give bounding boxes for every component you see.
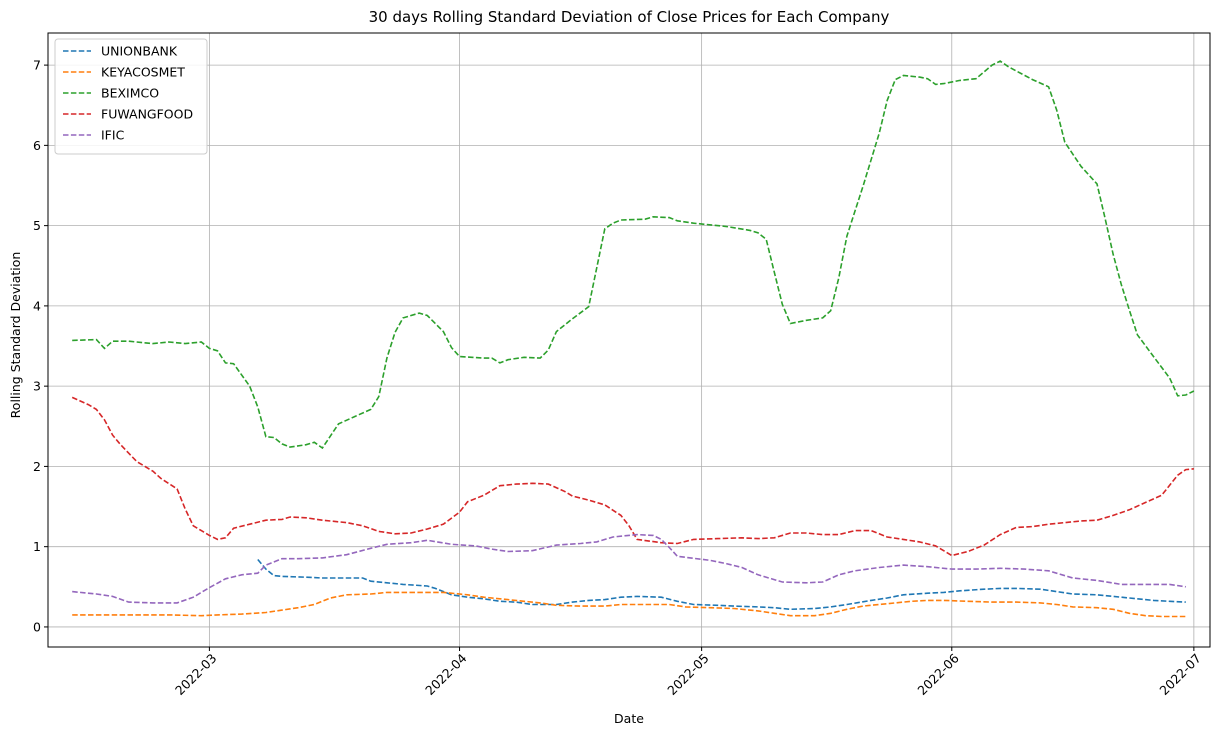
x-axis-label: Date [614, 711, 644, 726]
y-axis-ticks: 0 1 2 3 4 5 6 7 [33, 58, 48, 634]
y-tick-label: 2 [33, 459, 41, 474]
series-line-keyacosmet [72, 591, 1186, 618]
legend-frame [54, 38, 208, 155]
legend-entry: UNIONBANK [101, 44, 178, 59]
y-tick-label: 4 [33, 298, 41, 313]
grid-lines [48, 33, 1210, 647]
y-tick-label: 0 [33, 619, 41, 634]
legend: UNIONBANK KEYACOSMET BEXIMCO FUWANGFOOD IFIC [54, 38, 208, 155]
y-tick-label: 3 [33, 379, 41, 394]
chart-title: 30 days Rolling Standard Deviation of Cl… [369, 8, 890, 26]
series-line-ific [72, 533, 1186, 604]
legend-entry: IFIC [101, 128, 125, 143]
x-tick-label: 2022-05 [664, 651, 712, 699]
series-line-fuwangfood [71, 396, 1194, 557]
plot-area-frame [47, 32, 1211, 648]
y-tick-label: 7 [33, 58, 41, 73]
series-lines [71, 60, 1195, 618]
x-axis-ticks: 2022-03 2022-04 2022-05 2022-06 2022-07 [172, 647, 1204, 698]
legend-entry: BEXIMCO [101, 86, 159, 101]
x-tick-label: 2022-06 [914, 650, 962, 698]
x-tick-label: 2022-07 [1156, 651, 1204, 699]
y-axis-label: Rolling Standard Deviation [8, 252, 23, 419]
series-line-beximco [72, 60, 1195, 450]
legend-entry: FUWANGFOOD [101, 107, 193, 122]
x-tick-label: 2022-03 [172, 651, 220, 699]
x-tick-label: 2022-04 [422, 650, 470, 698]
y-tick-label: 5 [33, 218, 41, 233]
series-line-unionbank [257, 558, 1186, 611]
y-tick-label: 1 [33, 539, 41, 554]
legend-entry: KEYACOSMET [101, 65, 185, 80]
y-tick-label: 6 [33, 138, 41, 153]
